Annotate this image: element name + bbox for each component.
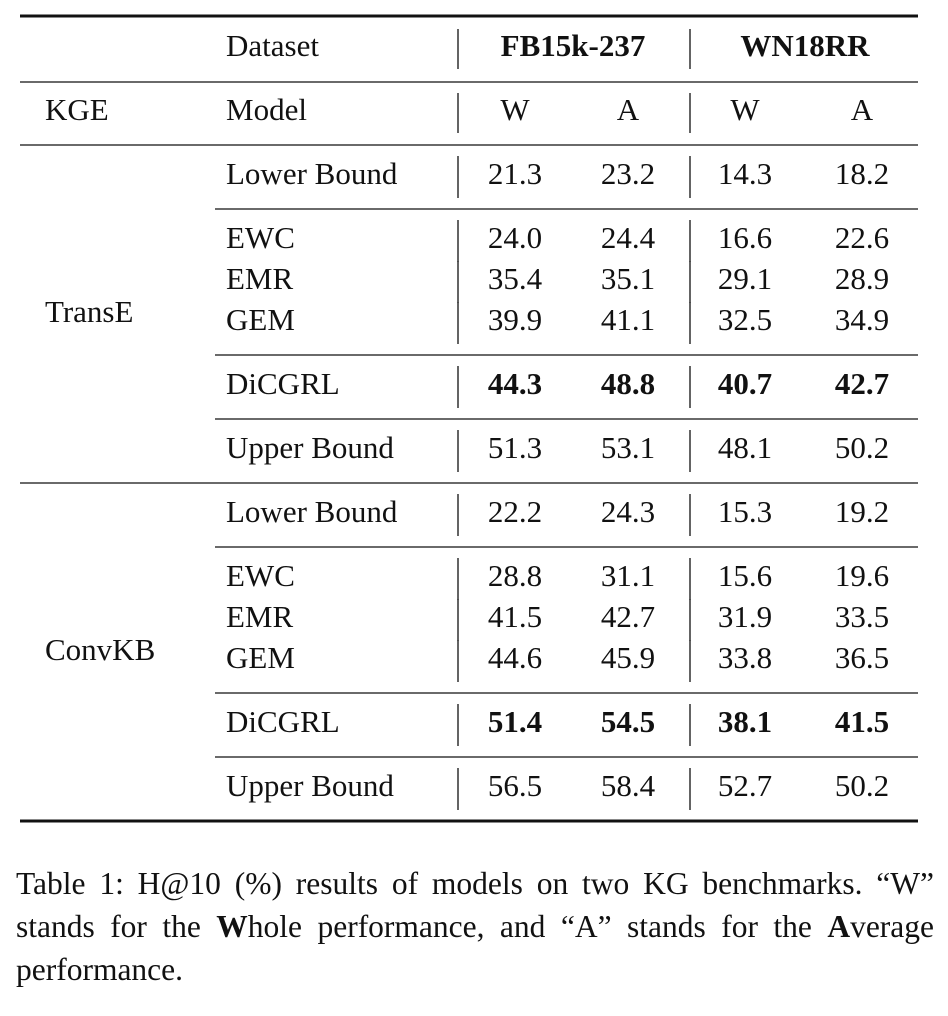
caption-text: W [216, 909, 248, 944]
header-cell: WN18RR [740, 28, 870, 63]
cell-value: 45.9 [601, 640, 655, 675]
header-cell: FB15k-237 [501, 28, 646, 63]
cell-value: 36.5 [835, 640, 889, 675]
cell-value: 35.4 [488, 261, 543, 296]
caption-text: Table 1: H@10 (%) results of models on t… [16, 866, 934, 944]
cell-value: 19.2 [835, 494, 889, 529]
cell-value: 16.6 [718, 220, 772, 255]
cell-value: 22.2 [488, 494, 542, 529]
model-name: EMR [226, 261, 294, 296]
header-cell: W [500, 92, 530, 127]
model-name: EWC [226, 558, 295, 593]
cell-value: 35.1 [601, 261, 655, 296]
cell-value: 28.9 [835, 261, 889, 296]
cell-value: 28.8 [488, 558, 542, 593]
cell-value: 15.3 [718, 494, 772, 529]
cell-value: 41.5 [488, 599, 542, 634]
cell-value: 19.6 [835, 558, 889, 593]
model-name: Upper Bound [226, 768, 394, 803]
model-name: GEM [226, 640, 295, 675]
cell-value: 53.1 [601, 430, 655, 465]
cell-value: 56.5 [488, 768, 542, 803]
header-cell: A [851, 92, 874, 127]
cell-value: 44.3 [488, 366, 542, 401]
cell-value: 31.1 [601, 558, 655, 593]
header-cell: A [617, 92, 640, 127]
cell-value: 48.1 [718, 430, 772, 465]
cell-value: 21.3 [488, 156, 542, 191]
cell-value: 52.7 [718, 768, 772, 803]
header-cell: Dataset [226, 28, 319, 63]
cell-value: 33.5 [835, 599, 889, 634]
cell-value: 34.9 [835, 302, 889, 337]
cell-value: 42.7 [835, 366, 889, 401]
cell-value: 40.7 [718, 366, 772, 401]
results-table: Dataset FB15k-237 WN18RR KGE Model W A W A Lower … [20, 14, 918, 823]
cell-value: 50.2 [835, 768, 889, 803]
cell-value: 38.1 [718, 704, 772, 739]
cell-value: 41.1 [601, 302, 655, 337]
cell-value: 50.2 [835, 430, 889, 465]
cell-value: 14.3 [718, 156, 772, 191]
cell-value: 24.0 [488, 220, 542, 255]
header-cell: W [730, 92, 760, 127]
header-cell: Model [226, 92, 307, 127]
model-name: Upper Bound [226, 430, 394, 465]
cell-value: 32.5 [718, 302, 772, 337]
cell-value: 51.3 [488, 430, 542, 465]
model-name: Lower Bound [226, 494, 398, 529]
caption-text: A [827, 909, 851, 944]
cell-value: 23.2 [601, 156, 655, 191]
cell-value: 18.2 [835, 156, 889, 191]
caption-text: verage performance. [16, 909, 934, 987]
cell-value: 15.6 [718, 558, 772, 593]
cell-value: 42.7 [601, 599, 655, 634]
cell-value: 22.6 [835, 220, 889, 255]
cell-value: 51.4 [488, 704, 542, 739]
model-name: DiCGRL [226, 366, 340, 401]
caption-text: hole performance, and “A” stands for the [247, 909, 828, 944]
cell-value: 58.4 [601, 768, 656, 803]
model-name: Lower Bound [226, 156, 398, 191]
model-name: EWC [226, 220, 295, 255]
kge-name: TransE [45, 294, 133, 329]
cell-value: 33.8 [718, 640, 772, 675]
cell-value: 41.5 [835, 704, 889, 739]
cell-value: 39.9 [488, 302, 542, 337]
kge-name: ConvKB [45, 632, 155, 667]
model-name: GEM [226, 302, 295, 337]
cell-value: 44.6 [488, 640, 542, 675]
cell-value: 48.8 [601, 366, 655, 401]
cell-value: 24.4 [601, 220, 656, 255]
cell-value: 29.1 [718, 261, 772, 296]
header-cell: KGE [45, 92, 109, 127]
caption: Table 1: H@10 (%) results of models on t… [16, 862, 934, 991]
cell-value: 24.3 [601, 494, 655, 529]
cell-value: 31.9 [718, 599, 772, 634]
model-name: EMR [226, 599, 294, 634]
cell-value: 54.5 [601, 704, 655, 739]
model-name: DiCGRL [226, 704, 340, 739]
